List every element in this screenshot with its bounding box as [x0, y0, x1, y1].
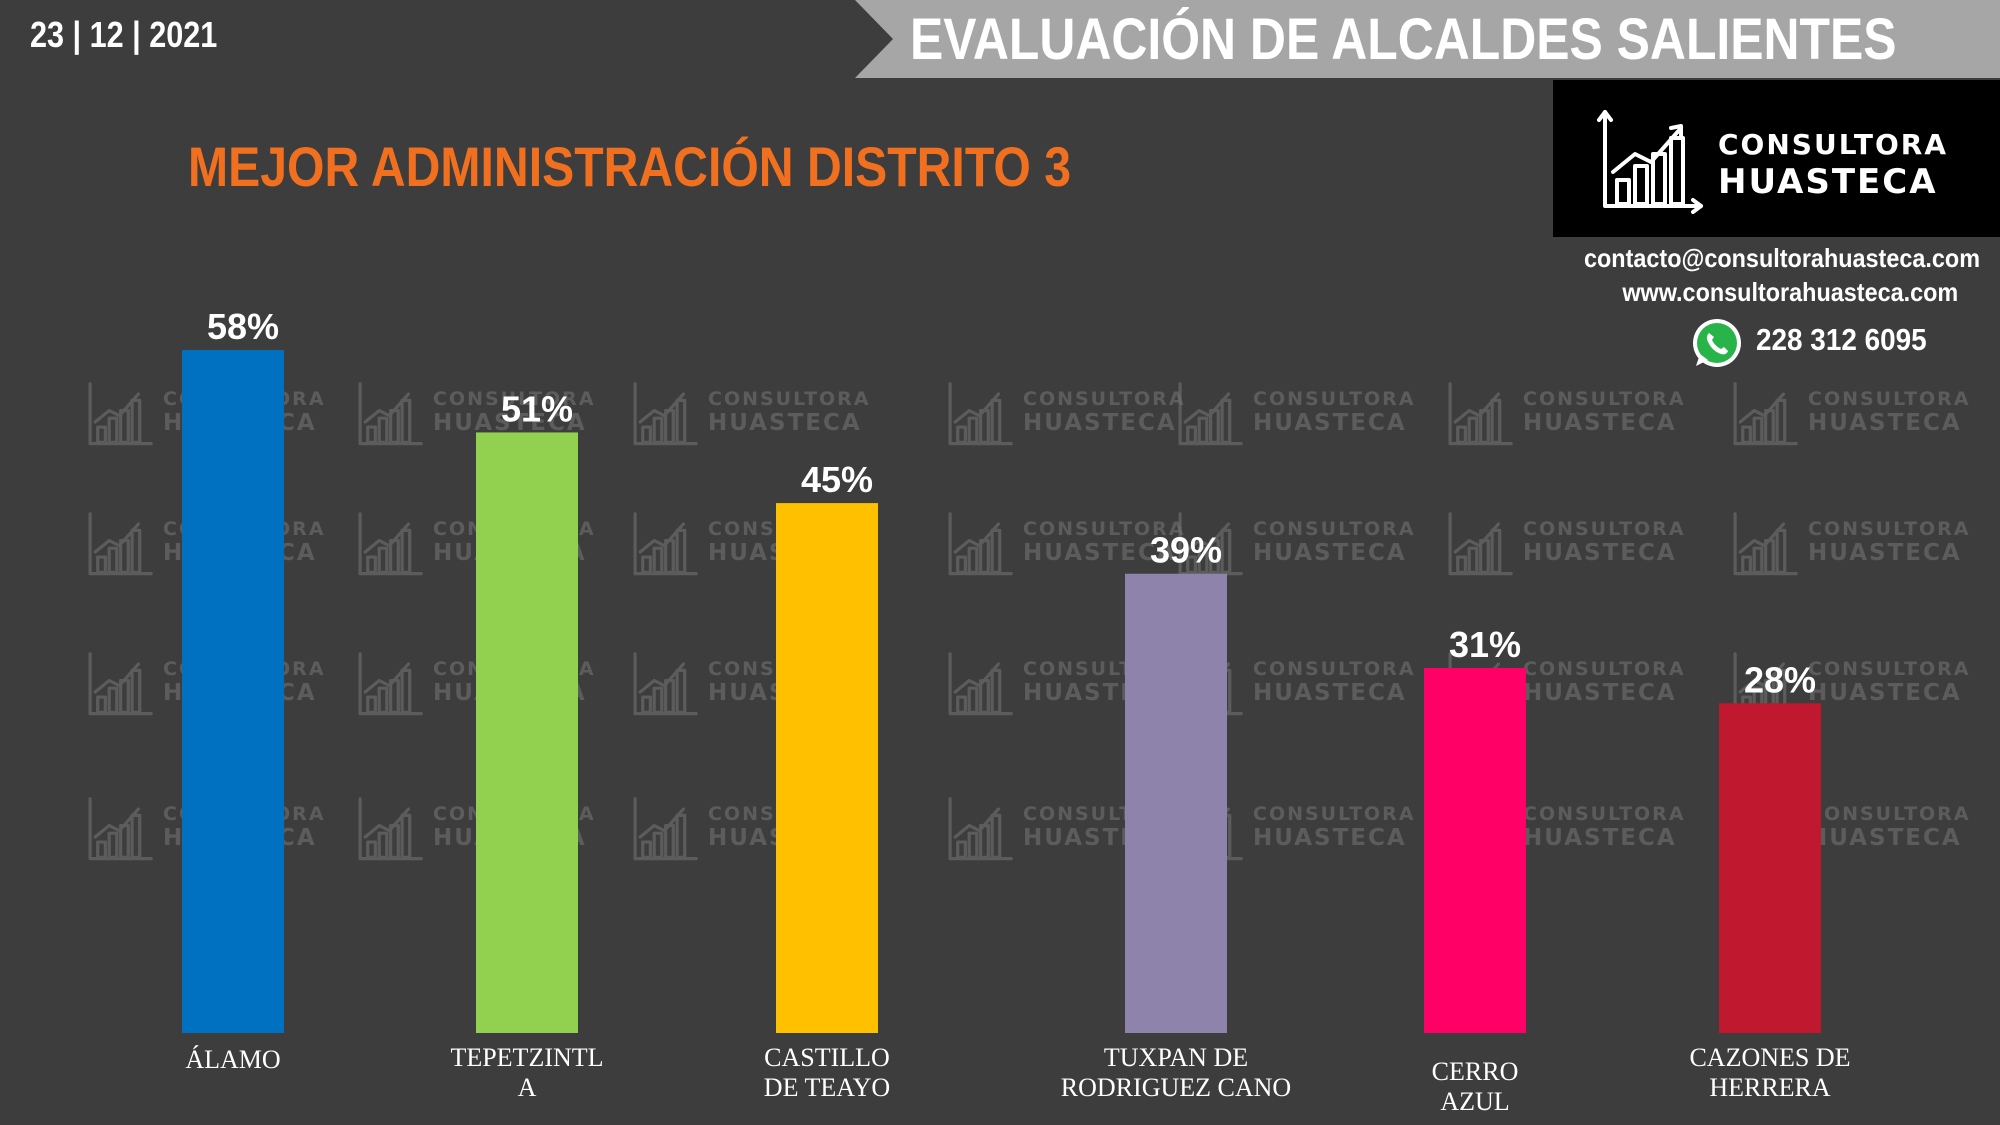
category-label-4-1: AZUL — [1440, 1087, 1509, 1116]
bar-4 — [1424, 667, 1526, 1033]
category-label-2-0: CASTILLO — [764, 1043, 890, 1072]
whatsapp-icon — [1693, 319, 1741, 367]
value-label-3: 39% — [1150, 530, 1222, 571]
value-label-1: 51% — [501, 388, 573, 429]
bar-2 — [776, 503, 878, 1034]
contact-website[interactable]: www.consultorahuasteca.com — [1622, 277, 1958, 307]
value-label-2: 45% — [801, 459, 873, 500]
value-label-4: 31% — [1449, 624, 1521, 665]
brand-line2: HUASTECA — [1718, 162, 1938, 202]
bar-5 — [1719, 703, 1821, 1033]
value-label-0: 58% — [207, 306, 279, 347]
page-title: EVALUACIÓN DE ALCALDES SALIENTES — [910, 7, 1897, 72]
category-label-1-1: A — [518, 1073, 537, 1102]
brand-logo: CONSULTORA HUASTECA — [1553, 80, 2000, 237]
chart-subtitle: MEJOR ADMINISTRACIÓN DISTRITO 3 — [188, 135, 1071, 198]
category-label-3-1: RODRIGUEZ CANO — [1061, 1073, 1291, 1102]
category-label-0-0: ÁLAMO — [185, 1045, 280, 1074]
value-label-5: 28% — [1744, 659, 1816, 700]
brand-line1: CONSULTORA — [1718, 128, 1949, 161]
phone-number[interactable]: 228 312 6095 — [1756, 322, 1927, 357]
bar-3 — [1125, 573, 1227, 1033]
category-label-3-0: TUXPAN DE — [1104, 1043, 1248, 1072]
report-date: 23 | 12 | 2021 — [30, 14, 218, 55]
bar-0 — [182, 350, 284, 1033]
bar-1 — [476, 432, 578, 1033]
rising-bar-chart-icon — [1597, 110, 1703, 214]
category-label-2-1: DE TEAYO — [764, 1073, 890, 1102]
category-label-5-1: HERRERA — [1709, 1073, 1831, 1102]
category-label-4-0: CERRO — [1432, 1057, 1519, 1086]
contact-email[interactable]: contacto@consultorahuasteca.com — [1583, 243, 1980, 273]
category-label-1-0: TEPETZINTL — [450, 1043, 603, 1072]
title-banner — [855, 0, 2000, 78]
category-label-5-0: CAZONES DE — [1689, 1043, 1850, 1072]
